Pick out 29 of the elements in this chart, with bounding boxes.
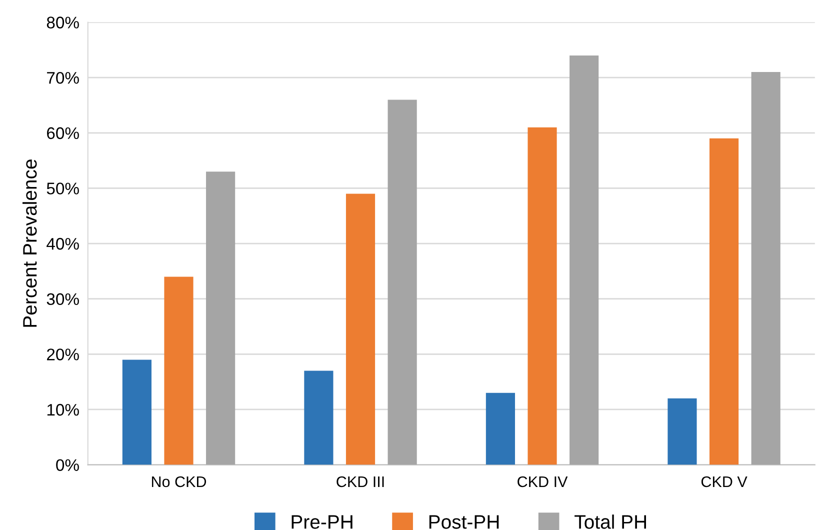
y-tick-label: 0% [56,459,79,472]
bar [709,138,739,465]
y-tick-label: 20% [47,348,79,360]
bar [122,360,152,465]
bar [570,55,599,465]
bar [304,370,334,465]
legend-label: Total PH [574,514,646,529]
x-tick-label: CKD IV [518,476,568,488]
x-tick-label: CKD III [336,476,384,488]
y-axis-title: Percent Prevalence [22,160,37,327]
y-tick-label: 40% [46,238,79,250]
legend-label: Pre-PH [292,515,352,529]
y-tick-label: 10% [47,404,79,416]
bar [751,72,780,465]
legend-label: Post-PH [429,515,499,529]
bar [486,392,516,465]
bar [206,172,236,465]
bar [668,398,697,465]
y-tick-label: 30% [46,293,79,306]
y-tick-label: 60% [47,127,79,140]
bar [164,276,194,465]
y-tick-label: 80% [46,16,79,28]
bar [388,100,417,465]
y-tick-label: 70% [47,72,79,84]
x-tick-label: No CKD [152,476,206,488]
y-tick-label: 50% [46,182,79,194]
bar [346,194,376,465]
x-tick-label: CKD V [701,476,748,488]
bar [528,127,557,465]
